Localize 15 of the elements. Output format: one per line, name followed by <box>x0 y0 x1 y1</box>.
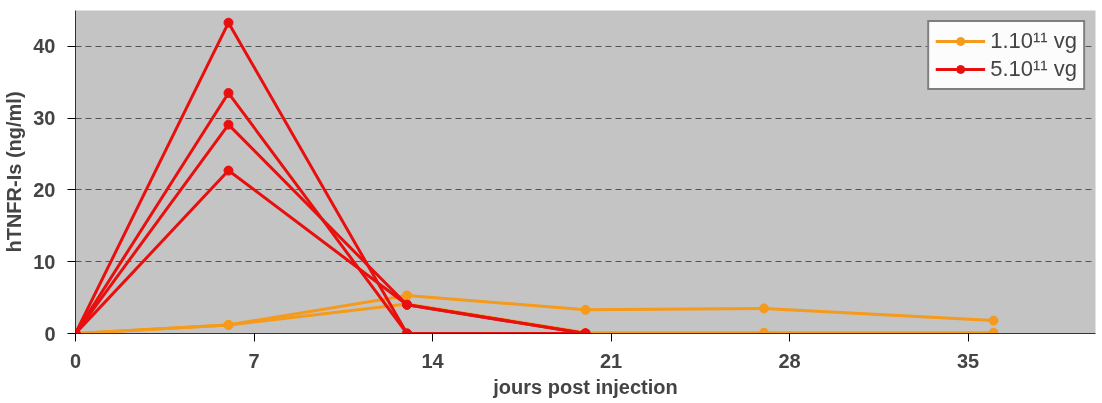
y-tick-label: 20 <box>33 178 56 201</box>
y-axis-title: hTNFR-Is (ng/ml) <box>3 91 26 253</box>
x-tick-label: 35 <box>956 349 980 372</box>
x-tick-label: 21 <box>599 349 623 372</box>
x-axis-title: jours post injection <box>492 375 678 398</box>
y-tick-label: 30 <box>33 107 56 130</box>
y-tick-label: 10 <box>33 250 56 273</box>
x-tick-label: 14 <box>421 349 445 372</box>
x-tick-label: 7 <box>248 349 260 372</box>
legend-label: 5.10¹¹ vg <box>990 56 1077 82</box>
y-tick-label: 0 <box>44 322 56 345</box>
y-tick-label: 40 <box>33 35 56 58</box>
x-tick-label: 0 <box>69 349 82 372</box>
x-tick-label: 28 <box>778 349 801 372</box>
legend-label: 1.10¹¹ vg <box>990 28 1077 54</box>
